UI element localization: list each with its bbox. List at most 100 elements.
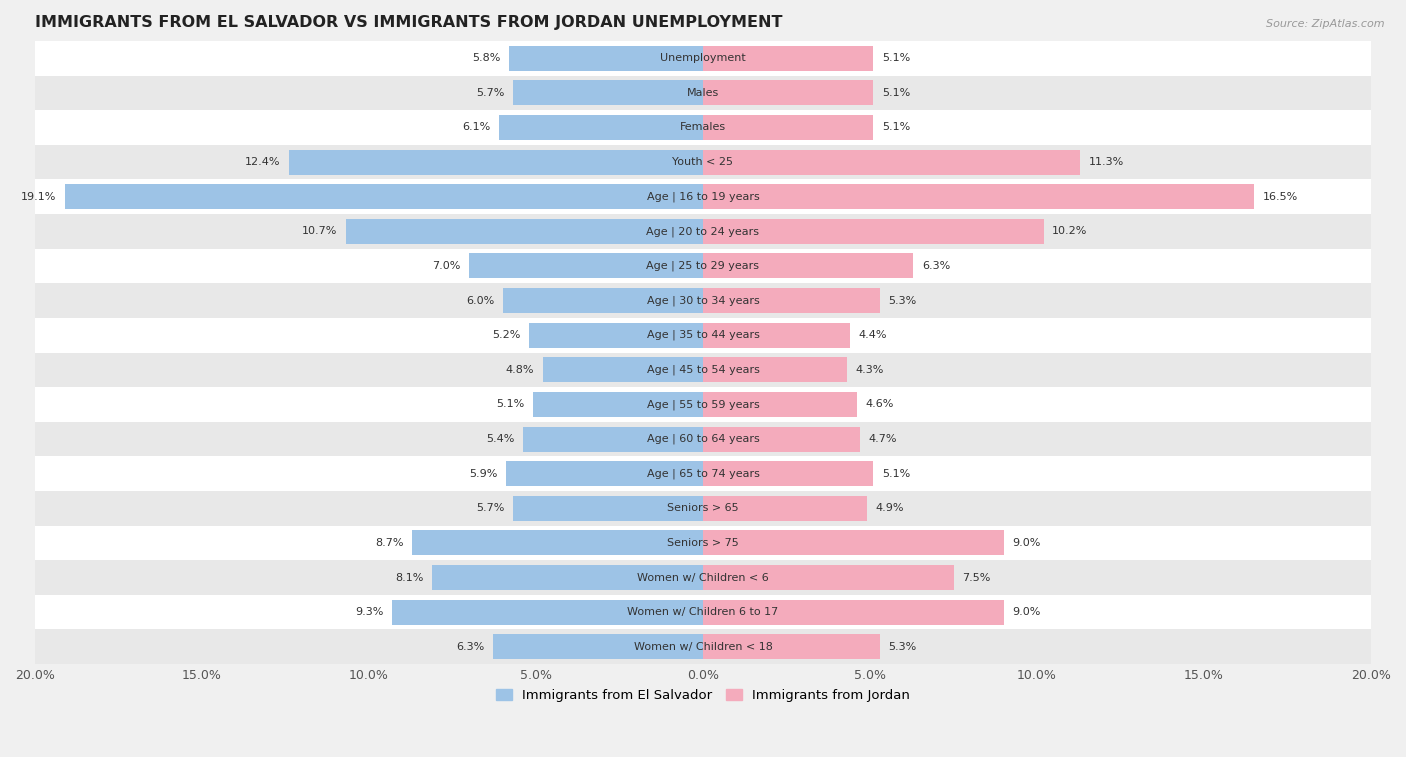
Bar <box>35 525 1371 560</box>
Text: 5.4%: 5.4% <box>486 434 515 444</box>
Bar <box>35 387 1371 422</box>
Text: Females: Females <box>681 123 725 132</box>
Text: Age | 20 to 24 years: Age | 20 to 24 years <box>647 226 759 237</box>
Text: Males: Males <box>688 88 718 98</box>
Bar <box>703 288 880 313</box>
Text: 4.7%: 4.7% <box>869 434 897 444</box>
Text: Women w/ Children < 6: Women w/ Children < 6 <box>637 572 769 583</box>
Text: 9.3%: 9.3% <box>356 607 384 617</box>
Bar <box>703 357 846 382</box>
Text: Women w/ Children < 18: Women w/ Children < 18 <box>634 642 772 652</box>
Bar <box>513 496 703 521</box>
Bar <box>35 214 1371 248</box>
Text: 5.1%: 5.1% <box>882 88 910 98</box>
Text: 4.3%: 4.3% <box>855 365 883 375</box>
Text: 5.1%: 5.1% <box>496 400 524 410</box>
Text: 9.0%: 9.0% <box>1012 538 1040 548</box>
Bar <box>703 392 856 417</box>
Text: 10.2%: 10.2% <box>1052 226 1087 236</box>
Text: 7.0%: 7.0% <box>433 261 461 271</box>
Bar <box>433 565 703 590</box>
Bar <box>529 322 703 347</box>
Bar <box>412 531 703 556</box>
Bar <box>703 45 873 70</box>
Bar <box>703 461 873 486</box>
Text: 4.8%: 4.8% <box>506 365 534 375</box>
Bar <box>392 600 703 625</box>
Bar <box>35 456 1371 491</box>
Text: Age | 65 to 74 years: Age | 65 to 74 years <box>647 469 759 479</box>
Bar <box>35 110 1371 145</box>
Text: Seniors > 65: Seniors > 65 <box>668 503 738 513</box>
Text: 8.7%: 8.7% <box>375 538 404 548</box>
Bar <box>346 219 703 244</box>
Bar <box>35 353 1371 387</box>
Text: 4.6%: 4.6% <box>865 400 893 410</box>
Bar <box>703 322 851 347</box>
Bar <box>35 41 1371 76</box>
Legend: Immigrants from El Salvador, Immigrants from Jordan: Immigrants from El Salvador, Immigrants … <box>491 684 915 707</box>
Text: 9.0%: 9.0% <box>1012 607 1040 617</box>
Text: 7.5%: 7.5% <box>962 572 990 583</box>
Text: 8.1%: 8.1% <box>395 572 425 583</box>
Bar <box>703 219 1043 244</box>
Bar <box>35 179 1371 214</box>
Text: Age | 25 to 29 years: Age | 25 to 29 years <box>647 260 759 271</box>
Text: Age | 35 to 44 years: Age | 35 to 44 years <box>647 330 759 341</box>
Text: 6.3%: 6.3% <box>456 642 484 652</box>
Text: 6.1%: 6.1% <box>463 123 491 132</box>
Text: 5.9%: 5.9% <box>470 469 498 478</box>
Bar <box>703 427 860 451</box>
Text: 11.3%: 11.3% <box>1088 157 1123 167</box>
Bar <box>35 145 1371 179</box>
Bar <box>703 565 953 590</box>
Text: Youth < 25: Youth < 25 <box>672 157 734 167</box>
Bar <box>506 461 703 486</box>
Bar <box>35 76 1371 110</box>
Text: 16.5%: 16.5% <box>1263 192 1298 201</box>
Text: Age | 60 to 64 years: Age | 60 to 64 years <box>647 434 759 444</box>
Bar <box>35 318 1371 353</box>
Bar <box>703 634 880 659</box>
Bar <box>288 150 703 175</box>
Bar <box>35 248 1371 283</box>
Text: Age | 16 to 19 years: Age | 16 to 19 years <box>647 192 759 202</box>
Text: Source: ZipAtlas.com: Source: ZipAtlas.com <box>1267 19 1385 29</box>
Text: 5.2%: 5.2% <box>492 330 522 340</box>
Bar <box>35 283 1371 318</box>
Bar <box>703 600 1004 625</box>
Text: IMMIGRANTS FROM EL SALVADOR VS IMMIGRANTS FROM JORDAN UNEMPLOYMENT: IMMIGRANTS FROM EL SALVADOR VS IMMIGRANT… <box>35 15 782 30</box>
Text: 4.4%: 4.4% <box>858 330 887 340</box>
Bar <box>35 560 1371 595</box>
Bar <box>523 427 703 451</box>
Text: 6.0%: 6.0% <box>465 295 495 306</box>
Bar <box>35 491 1371 525</box>
Text: Women w/ Children 6 to 17: Women w/ Children 6 to 17 <box>627 607 779 617</box>
Bar <box>533 392 703 417</box>
Text: 5.1%: 5.1% <box>882 53 910 63</box>
Bar <box>35 422 1371 456</box>
Bar <box>499 115 703 140</box>
Bar <box>35 630 1371 664</box>
Text: Age | 45 to 54 years: Age | 45 to 54 years <box>647 365 759 375</box>
Bar <box>703 115 873 140</box>
Text: 5.3%: 5.3% <box>889 295 917 306</box>
Text: 4.9%: 4.9% <box>875 503 904 513</box>
Bar <box>703 531 1004 556</box>
Bar <box>543 357 703 382</box>
Text: 5.1%: 5.1% <box>882 469 910 478</box>
Bar <box>513 80 703 105</box>
Bar <box>65 184 703 209</box>
Bar <box>703 254 914 279</box>
Bar <box>509 45 703 70</box>
Text: Seniors > 75: Seniors > 75 <box>666 538 740 548</box>
Text: 5.7%: 5.7% <box>475 88 505 98</box>
Text: 19.1%: 19.1% <box>21 192 56 201</box>
Text: Age | 55 to 59 years: Age | 55 to 59 years <box>647 399 759 410</box>
Bar <box>470 254 703 279</box>
Bar <box>703 150 1080 175</box>
Text: 10.7%: 10.7% <box>302 226 337 236</box>
Bar <box>703 184 1254 209</box>
Text: 5.8%: 5.8% <box>472 53 501 63</box>
Text: Age | 30 to 34 years: Age | 30 to 34 years <box>647 295 759 306</box>
